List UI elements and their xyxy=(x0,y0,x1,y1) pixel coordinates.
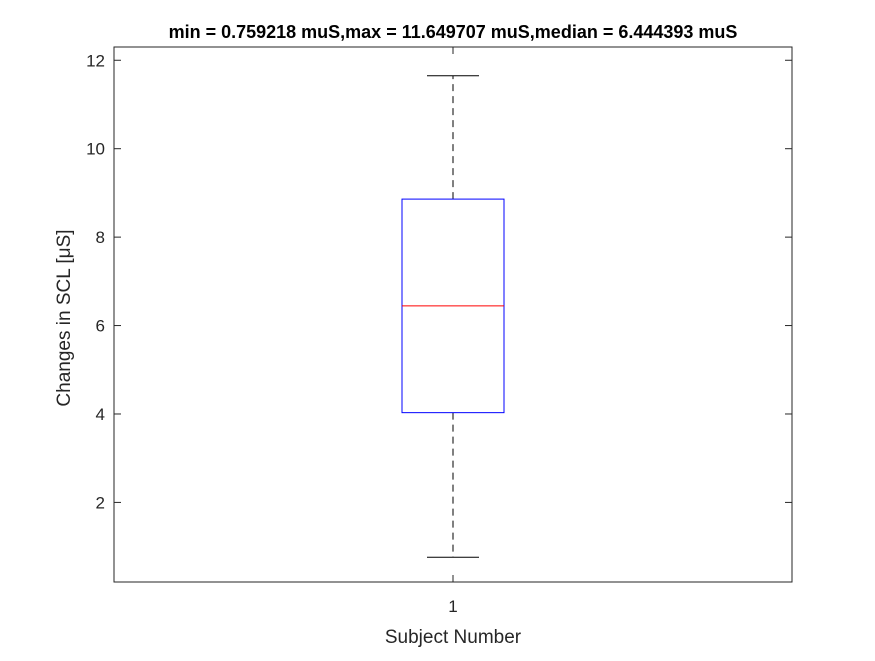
y-tick-label: 8 xyxy=(96,228,105,247)
chart-title: min = 0.759218 muS,max = 11.649707 muS,m… xyxy=(169,22,738,42)
y-tick-label: 12 xyxy=(86,51,105,70)
y-tick-label: 10 xyxy=(86,140,105,159)
plot-area: 2 4 6 8 10 12 1 xyxy=(86,46,793,616)
y-tick-label: 2 xyxy=(96,493,105,512)
y-tick-label: 6 xyxy=(96,317,105,336)
y-axis-label: Changes in SCL [μS] xyxy=(54,229,75,406)
x-tick-label: 1 xyxy=(448,597,457,616)
y-tick-label: 4 xyxy=(96,405,105,424)
x-axis-label: Subject Number xyxy=(385,627,522,648)
